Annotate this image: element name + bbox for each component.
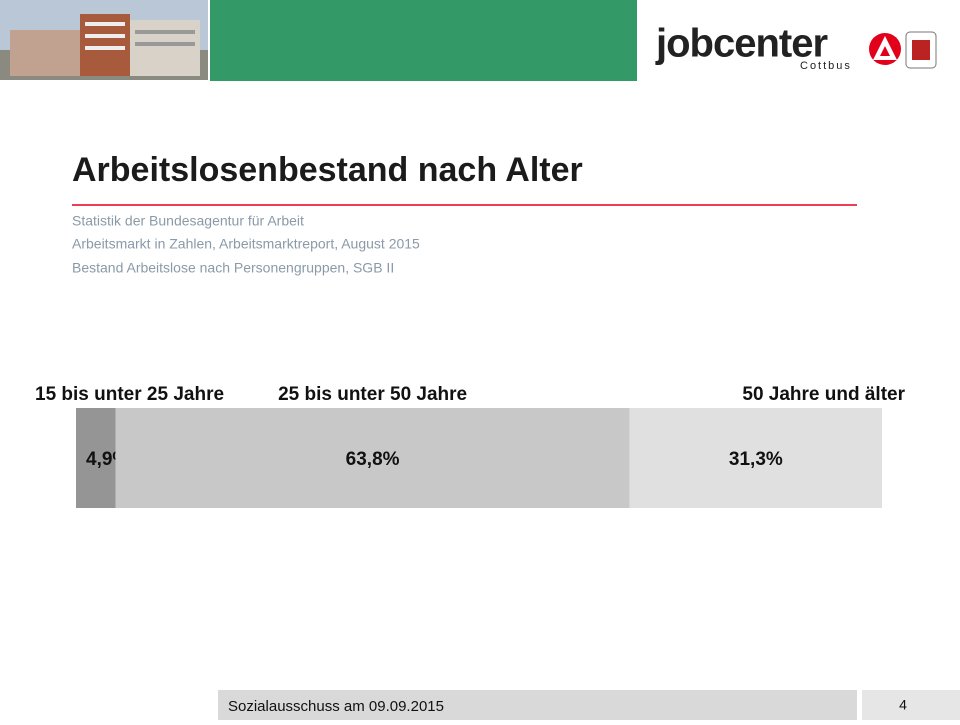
footer-band: [218, 690, 857, 720]
bar-segment: [629, 408, 882, 508]
bar-segment: [76, 408, 116, 508]
category-label: 25 bis unter 50 Jahre: [278, 384, 467, 405]
logo-icon: [869, 31, 937, 69]
subtitle: Bestand Arbeitslose nach Personengruppen…: [72, 260, 394, 276]
value-label: 31,3%: [729, 449, 783, 470]
footer-text: Sozialausschuss am 09.09.2015: [228, 698, 444, 715]
bar-segment: [115, 408, 630, 508]
page-band: [862, 690, 960, 720]
category-label: 15 bis unter 25 Jahre: [35, 384, 224, 405]
category-label: 50 Jahre und älter: [742, 384, 905, 405]
page-number: 4: [899, 697, 907, 713]
header-band: [210, 0, 637, 81]
logo: jobcenter: [655, 22, 827, 66]
value-label: 63,8%: [346, 449, 400, 470]
subtitle: Arbeitsmarkt in Zahlen, Arbeitsmarktrepo…: [72, 236, 420, 252]
subtitle: Statistik der Bundesagentur für Arbeit: [72, 213, 304, 229]
chart-title: Arbeitslosenbestand nach Alter: [72, 151, 583, 189]
logo-sub: Cottbus: [800, 60, 852, 72]
header-photo: [0, 0, 208, 80]
